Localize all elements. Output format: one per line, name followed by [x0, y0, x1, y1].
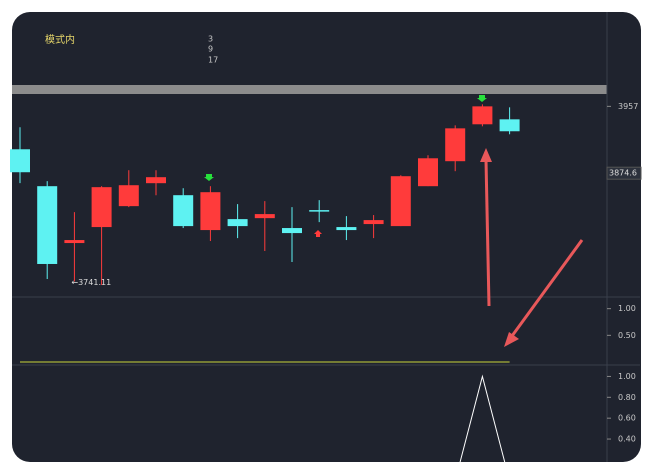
candle-body — [227, 219, 248, 227]
y-tick-label: 3957 — [618, 102, 638, 111]
count: 3 — [208, 35, 213, 44]
candle-body — [200, 192, 221, 231]
candle-body — [363, 220, 384, 225]
annotation-arrows — [480, 148, 584, 347]
gray-bar — [12, 85, 607, 94]
last-price-box — [606, 166, 642, 180]
last-price: 3874.6 — [609, 169, 637, 178]
count: 9 — [208, 45, 213, 54]
y-tick-label: 0.60 — [618, 414, 636, 423]
candle-body — [64, 240, 85, 244]
low-label: ←3741.11 — [71, 278, 111, 287]
window — [12, 12, 641, 462]
sell-signal — [477, 95, 487, 102]
candle-body — [254, 214, 275, 219]
buy-signal — [314, 230, 322, 237]
candle-body — [10, 149, 30, 173]
candle-body — [445, 128, 466, 162]
candle-body — [91, 187, 112, 228]
candle-body — [472, 106, 493, 125]
candle-body — [390, 176, 411, 227]
y-tick-label: 0.40 — [618, 435, 636, 444]
y-tick-label: 0.80 — [618, 393, 636, 402]
count: 17 — [208, 56, 218, 65]
candle-body — [118, 185, 139, 207]
y-tick-label: 1.00 — [618, 304, 636, 313]
plot: 3957 3874.6 ←3741.11 1.00 0.50 1.00 0.80 0.60 0.… — [10, 102, 642, 462]
mode-title: 模式内 — [45, 33, 75, 46]
indicator-line — [459, 374, 506, 462]
candle-body — [418, 158, 438, 187]
candle-body — [146, 177, 166, 184]
y-tick-label: 1.00 — [618, 372, 636, 381]
candle-body — [282, 228, 302, 234]
candle-body — [309, 210, 330, 212]
candle-body — [336, 227, 357, 231]
candle-body — [499, 119, 520, 132]
sell-signal — [204, 174, 214, 181]
candle-body — [173, 195, 194, 227]
y-tick-label: 0.50 — [618, 331, 636, 340]
candle-body — [37, 186, 58, 264]
